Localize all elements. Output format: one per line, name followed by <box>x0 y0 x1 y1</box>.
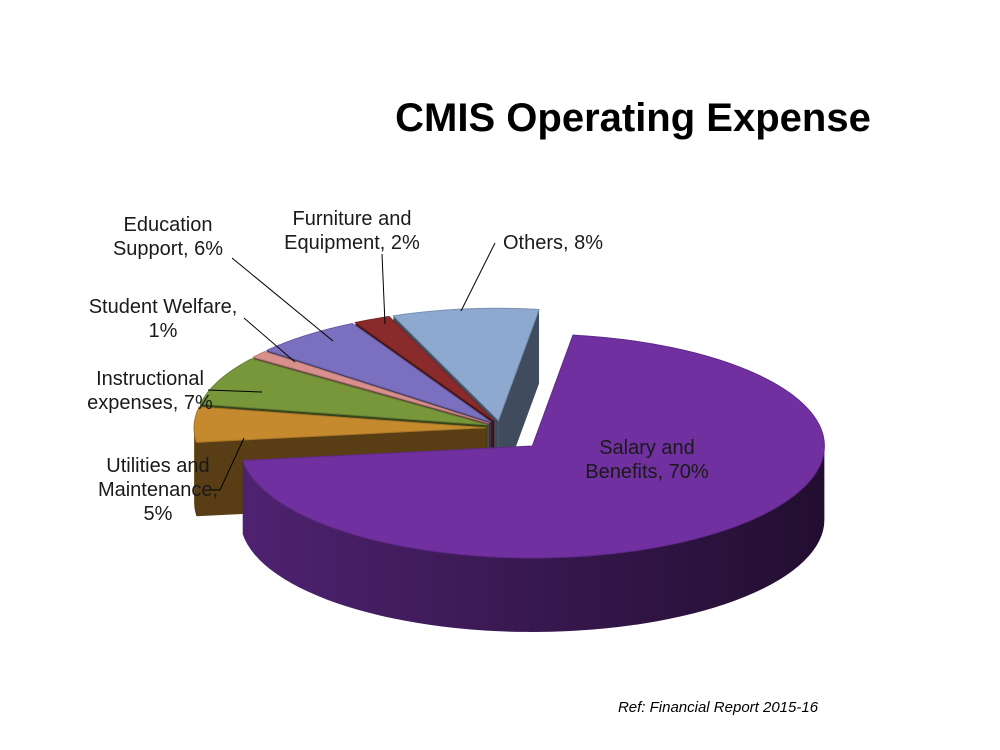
label-utilities-and-maintenance: Utilities and Maintenance, 5% <box>98 455 218 525</box>
slice-instructional-expenses <box>199 358 488 426</box>
leader-line-2 <box>207 389 263 393</box>
leader-line-5 <box>381 253 386 325</box>
label-others: Others, 8% <box>503 232 603 254</box>
pie-slices <box>193 307 825 559</box>
label-student-welfare: Student Welfare, 1% <box>89 296 238 342</box>
leader-line-3 <box>243 317 296 363</box>
label-furniture-and-equipment: Furniture and Equipment, 2% <box>284 208 420 254</box>
slice-furniture-and-equipment <box>354 315 495 422</box>
leader-line-4 <box>231 257 334 342</box>
reference-note: Ref: Financial Report 2015-16 <box>618 699 819 716</box>
label-education-support: Education Support, 6% <box>113 214 223 260</box>
chart-title: CMIS Operating Expense <box>395 96 871 140</box>
leader-line-1 <box>205 437 245 491</box>
label-leader-lines <box>205 242 496 491</box>
slice-education-support <box>265 322 492 423</box>
slice-utilities-and-maintenance <box>193 406 487 443</box>
leader-line-6 <box>460 242 496 312</box>
slice-salary-and-benefits <box>242 334 825 559</box>
slice-student-welfare <box>251 351 490 424</box>
label-instructional-expenses: Instructional expenses, 7% <box>87 368 213 414</box>
slice-labels: Salary and Benefits, 70% Utilities and Main… <box>87 208 709 525</box>
label-salary-and-benefits: Salary and Benefits, 70% <box>585 437 709 483</box>
slice-others <box>392 307 540 422</box>
